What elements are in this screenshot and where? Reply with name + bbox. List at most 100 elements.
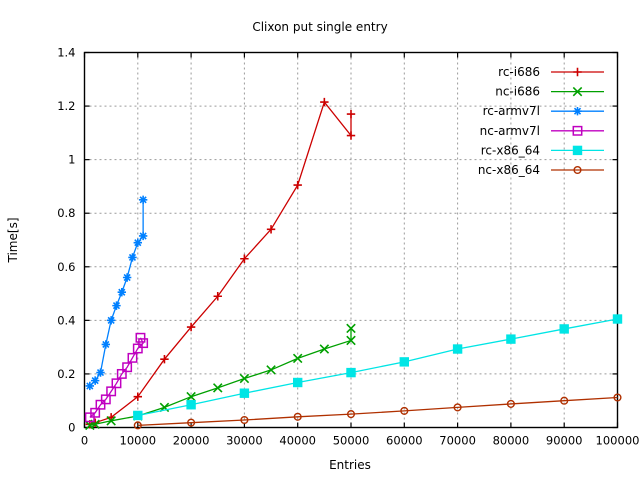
data-point-marker <box>111 378 122 389</box>
y-tick-label: 0.8 <box>57 206 75 220</box>
legend-label-nc-armv7l: nc-armv7l <box>480 124 540 138</box>
x-tick-label: 70000 <box>439 434 476 448</box>
x-tick-label: 20000 <box>173 434 210 448</box>
data-point-marker <box>573 67 582 77</box>
data-point-marker <box>112 301 121 310</box>
data-point-marker <box>133 238 142 247</box>
legend-label-rc-armv7l: rc-armv7l <box>483 104 540 118</box>
data-point-marker <box>133 410 143 421</box>
data-point-marker <box>186 400 196 410</box>
legend: rc-i686 nc-i686 rc-armv7l nc-armv7l rc-x86_6… <box>478 65 604 177</box>
data-point-marker <box>572 125 583 136</box>
x-tick-label: 50000 <box>333 434 370 448</box>
data-point-marker <box>293 180 302 190</box>
data-point-marker <box>560 396 569 405</box>
legend-label-rc-x86_64: rc-x86_64 <box>481 143 540 157</box>
data-point-marker <box>346 109 356 119</box>
data-point-marker <box>400 406 409 415</box>
data-point-marker <box>573 165 582 175</box>
data-point-marker <box>293 377 303 388</box>
x-tick-label: 10000 <box>120 434 157 448</box>
x-axis-title: Entries <box>329 458 371 472</box>
data-point-marker <box>138 195 148 205</box>
data-point-marker <box>96 368 105 377</box>
legend-label-nc-i686: nc-i686 <box>495 85 540 99</box>
plot-frame <box>83 51 619 429</box>
data-point-marker <box>127 352 138 363</box>
data-point-marker <box>239 388 250 398</box>
data-point-marker <box>128 253 137 262</box>
x-tick-label: 80000 <box>493 434 530 448</box>
data-point-marker <box>213 292 222 301</box>
data-point-marker <box>506 334 516 344</box>
data-point-marker <box>559 324 569 334</box>
data-point-marker <box>116 368 127 379</box>
data-point-marker <box>122 362 133 373</box>
y-tick-label: 1.4 <box>57 46 75 60</box>
data-point-marker <box>266 365 276 375</box>
data-point-marker <box>573 107 582 116</box>
data-point-marker <box>186 322 196 332</box>
data-point-marker <box>572 86 583 97</box>
data-point-marker <box>100 394 111 405</box>
data-point-marker <box>572 145 583 156</box>
data-point-marker <box>106 416 116 426</box>
data-point-marker <box>117 288 127 297</box>
series-rc-x86_64 <box>133 314 623 421</box>
y-tick-labels: 0 0.2 0.4 0.6 0.8 1 1.2 1.4 <box>57 46 75 435</box>
data-point-marker <box>138 338 149 349</box>
data-point-marker <box>320 97 329 107</box>
data-point-marker <box>90 407 101 418</box>
y-tick-label: 0.6 <box>57 260 75 274</box>
data-point-marker <box>90 376 100 385</box>
data-point-marker <box>133 392 142 401</box>
chart-title: Clixon put single entry <box>252 20 387 34</box>
data-point-marker <box>346 367 356 378</box>
y-axis-title: Time[s] <box>6 218 20 264</box>
x-tick-labels: 0 10000 20000 30000 40000 50000 60000 70000 8000… <box>81 434 640 448</box>
data-point-marker <box>138 231 148 241</box>
series-line-nc-x86_64 <box>137 396 618 427</box>
series-nc-armv7l <box>84 332 149 423</box>
data-point-marker <box>187 418 196 427</box>
data-point-marker <box>133 421 142 430</box>
data-point-marker <box>212 383 223 393</box>
series-nc-x86_64 <box>133 393 622 430</box>
data-point-marker <box>240 254 249 263</box>
data-point-marker <box>239 373 250 384</box>
data-point-marker <box>399 357 410 367</box>
series-line-rc-x86_64 <box>137 318 618 417</box>
data-point-marker <box>346 335 356 346</box>
data-point-marker <box>453 403 462 412</box>
data-point-marker <box>122 273 132 282</box>
data-point-marker <box>106 386 117 397</box>
data-point-marker <box>452 344 463 354</box>
data-point-marker <box>346 131 356 140</box>
data-point-marker <box>293 412 302 421</box>
data-series-layer <box>84 97 623 431</box>
data-point-marker <box>160 354 169 364</box>
data-point-marker <box>132 343 143 354</box>
y-tick-label: 1 <box>68 153 75 167</box>
x-tick-label: 30000 <box>226 434 263 448</box>
data-point-marker <box>319 344 330 354</box>
data-point-marker <box>346 410 356 419</box>
legend-label-nc-x86_64: nc-x86_64 <box>478 163 540 177</box>
x-tick-label: 40000 <box>279 434 316 448</box>
y-tick-label: 1.2 <box>57 99 75 113</box>
series-rc-armv7l <box>85 195 148 391</box>
data-point-marker <box>266 225 276 234</box>
data-point-marker <box>95 399 106 410</box>
data-point-marker <box>292 353 303 364</box>
data-point-marker <box>135 332 146 343</box>
data-point-marker <box>613 393 622 402</box>
data-point-marker <box>346 323 356 334</box>
series-nc-i686 <box>85 323 356 431</box>
data-point-marker <box>506 399 515 408</box>
x-tick-label: 60000 <box>386 434 423 448</box>
x-tick-label: 0 <box>81 434 88 448</box>
data-point-marker <box>240 415 249 425</box>
